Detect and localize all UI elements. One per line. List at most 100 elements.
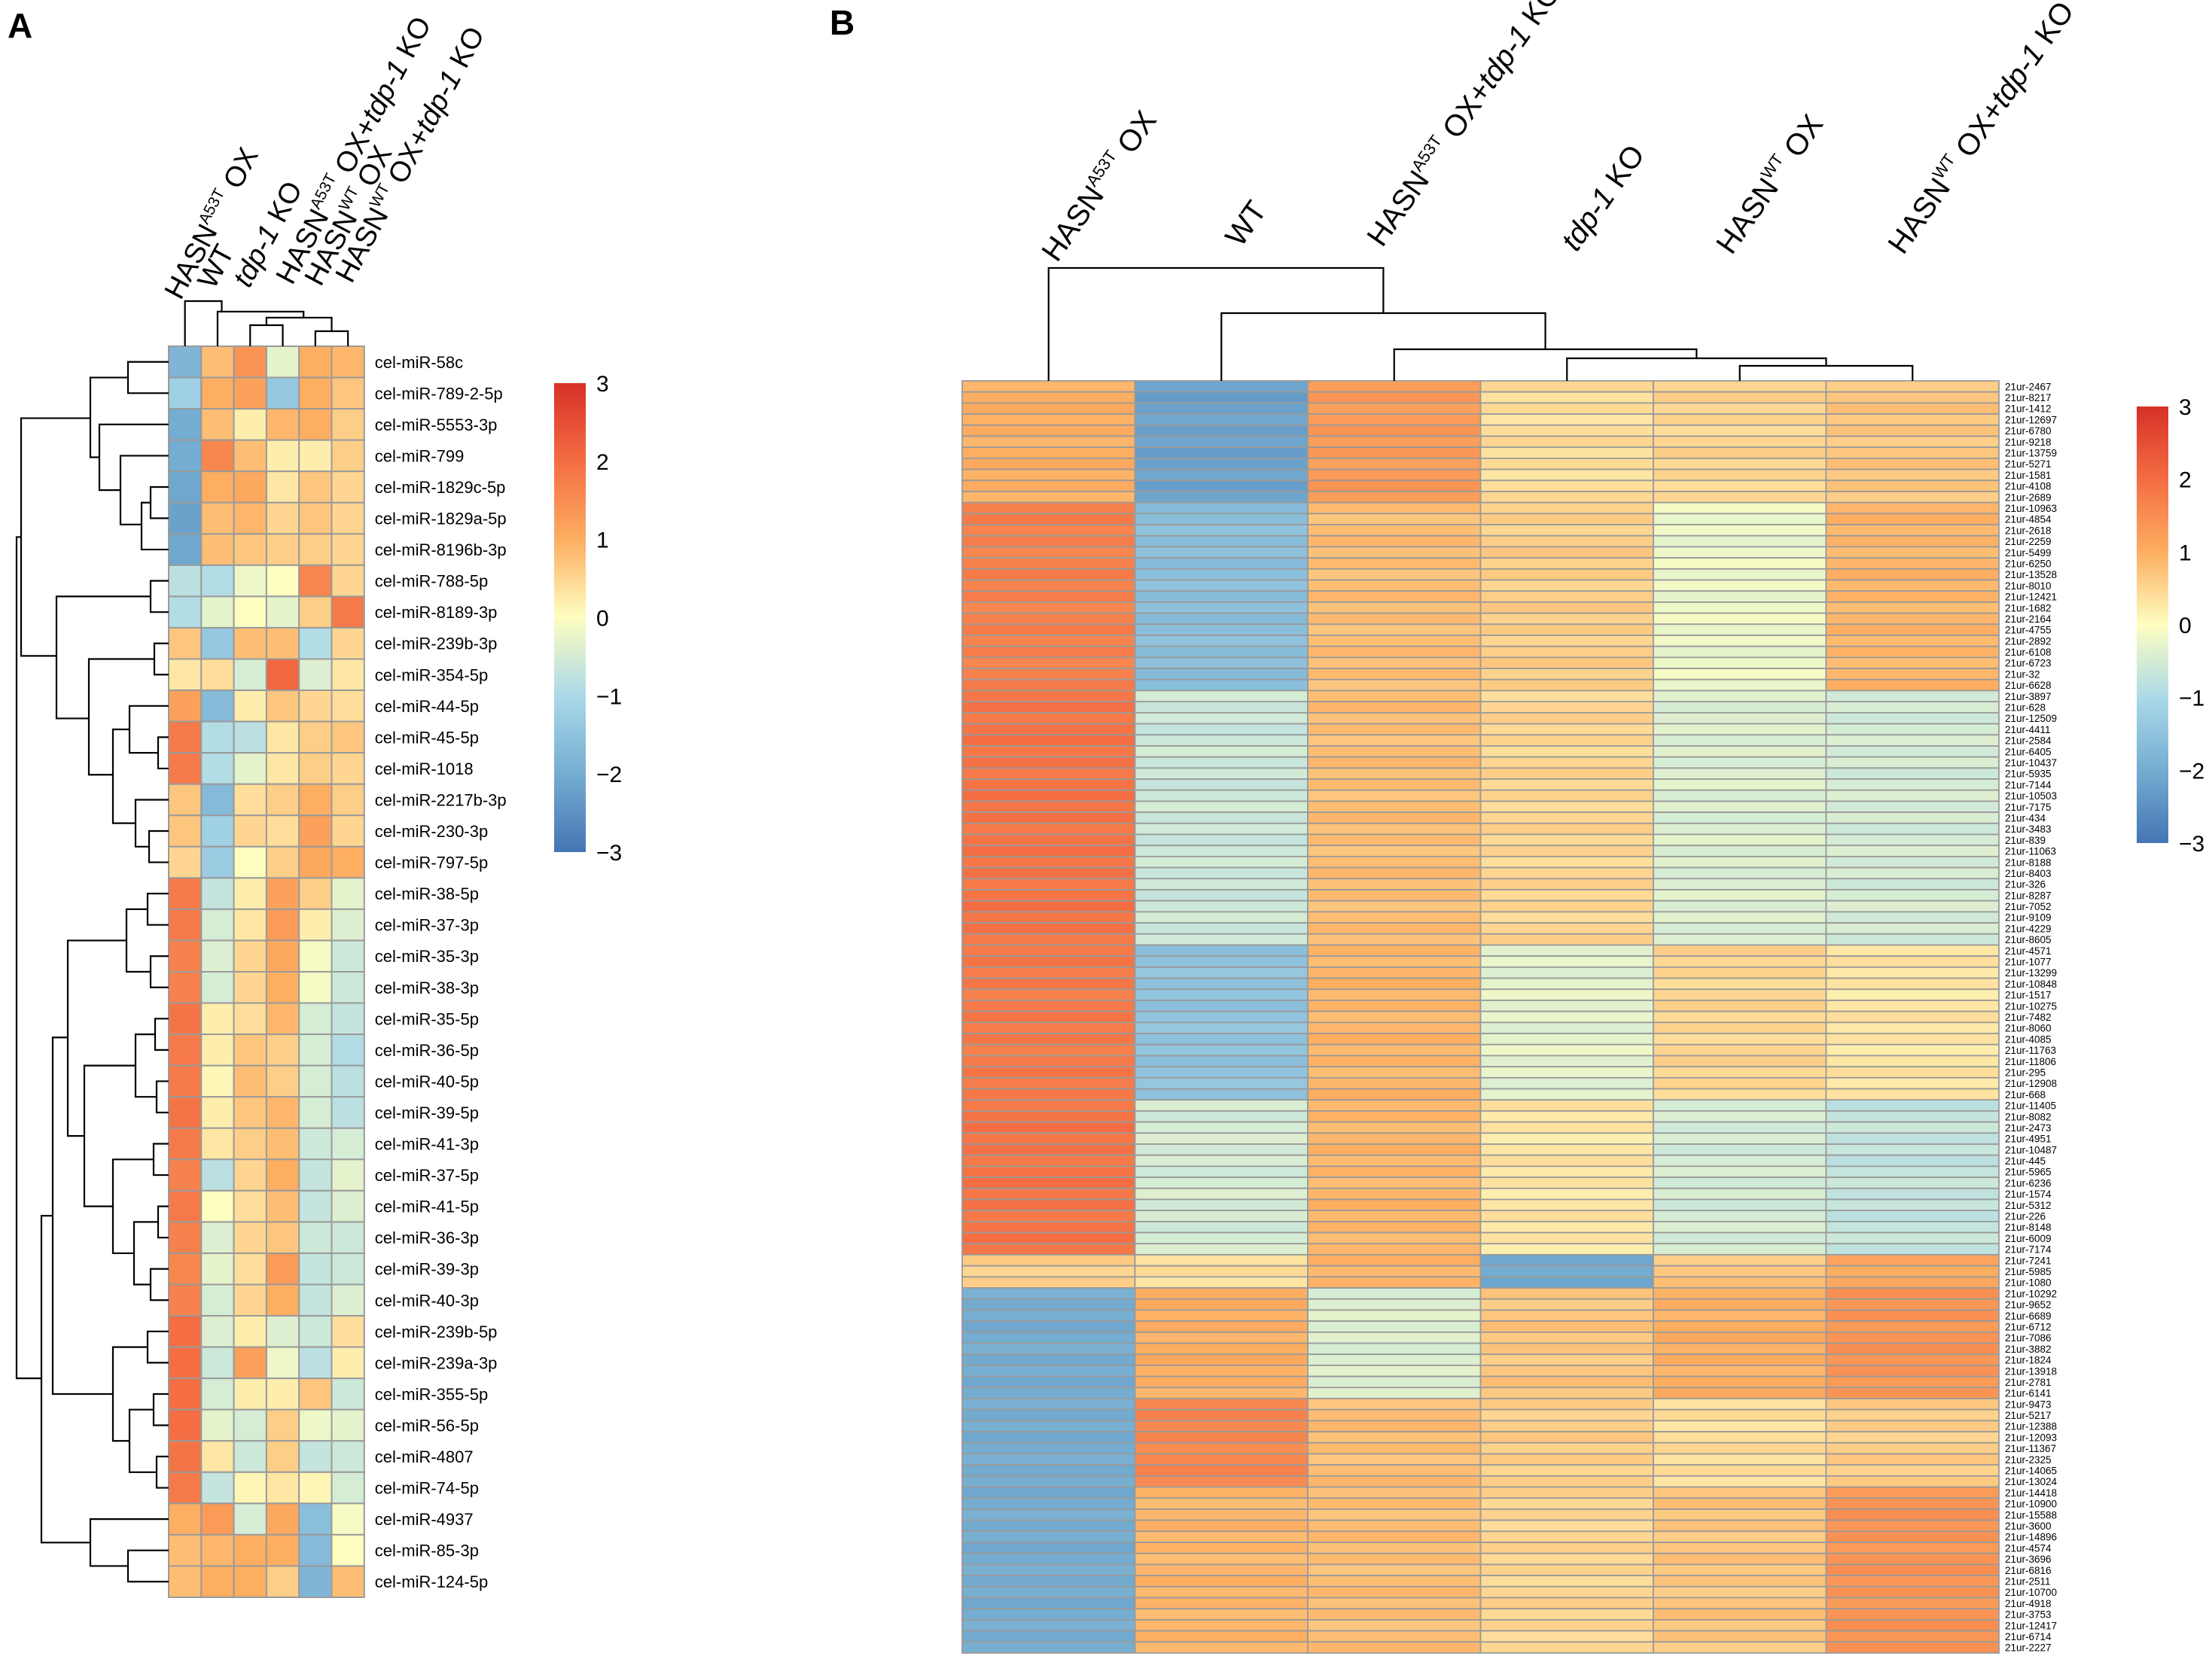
heatmap-cell — [1134, 513, 1309, 525]
heatmap-cell — [1479, 900, 1654, 913]
heatmap-cell — [1653, 1143, 1827, 1156]
dendrogram-branch — [153, 642, 169, 676]
heatmap-cell — [1825, 833, 2000, 847]
heatmap-cell — [961, 534, 1136, 548]
heatmap-cell — [1825, 446, 2000, 459]
heatmap-cell — [961, 1464, 1136, 1477]
heatmap-cell — [1653, 1110, 1827, 1123]
heatmap-cell — [1825, 1398, 2000, 1411]
heatmap-cell — [168, 1346, 203, 1380]
dendrogram-branch — [134, 1033, 157, 1098]
heatmap-cell — [1825, 900, 2000, 913]
heatmap-cell — [961, 1066, 1136, 1079]
heatmap-cell — [168, 501, 203, 535]
heatmap-cell — [1825, 1563, 2000, 1577]
heatmap-cell — [1134, 435, 1309, 449]
heatmap-cell — [1307, 833, 1482, 847]
heatmap-cell — [961, 446, 1136, 459]
heatmap-cell — [1307, 1453, 1482, 1466]
heatmap-cell — [1479, 1441, 1654, 1455]
heatmap-cell — [1825, 524, 2000, 537]
heatmap-cell — [1479, 1608, 1654, 1621]
row-label: 21ur-6250 — [2005, 558, 2052, 569]
heatmap-cell — [961, 1154, 1136, 1167]
heatmap-cell — [298, 752, 333, 785]
heatmap-cell — [233, 1315, 267, 1348]
heatmap-cell — [1134, 856, 1309, 869]
heatmap-cell — [1653, 977, 1827, 991]
heatmap-cell — [1825, 1641, 2000, 1654]
heatmap-cell — [1479, 1320, 1654, 1333]
row-label: 21ur-14896 — [2005, 1532, 2057, 1543]
heatmap-cell — [1134, 424, 1309, 437]
heatmap-cell — [1134, 568, 1309, 581]
heatmap-cell — [1479, 1088, 1654, 1101]
heatmap-cell — [265, 1565, 300, 1598]
heatmap-cell — [1307, 1076, 1482, 1090]
heatmap-cell — [1134, 1210, 1309, 1222]
heatmap-cell — [233, 376, 267, 410]
heatmap-cell — [961, 745, 1136, 758]
heatmap-cell — [1479, 1464, 1654, 1477]
heatmap-cell — [1134, 1287, 1309, 1300]
row-label: 21ur-2781 — [2005, 1377, 2052, 1388]
heatmap-cell — [1653, 1033, 1827, 1046]
heatmap-cell — [1479, 878, 1654, 890]
heatmap-cell — [1307, 1287, 1482, 1300]
heatmap-cell — [961, 479, 1136, 492]
row-label: 21ur-8403 — [2005, 868, 2052, 879]
row-label: 21ur-4951 — [2005, 1134, 2052, 1145]
heatmap-cell — [961, 866, 1136, 880]
dendrogram-branch — [119, 455, 169, 525]
row-label: cel-miR-37-3p — [375, 916, 479, 935]
heatmap-cell — [168, 814, 203, 848]
row-label: 21ur-1581 — [2005, 470, 2052, 481]
heatmap-cell — [1307, 767, 1482, 780]
heatmap-cell — [331, 345, 365, 379]
heatmap-cell — [961, 1320, 1136, 1333]
legend-tick-label: 3 — [2179, 395, 2192, 420]
heatmap-cell — [168, 877, 203, 910]
heatmap-cell — [200, 1533, 235, 1567]
legend-tick-label: −3 — [2179, 832, 2204, 857]
heatmap-cell — [1134, 966, 1309, 979]
row-label: 21ur-13918 — [2005, 1365, 2057, 1377]
dendrogram-branch — [1393, 348, 1698, 381]
heatmap-cell — [1479, 944, 1654, 957]
row-label: 21ur-8188 — [2005, 857, 2052, 868]
heatmap-cell — [1307, 1375, 1482, 1389]
heatmap-cell — [1307, 911, 1482, 924]
heatmap-cell — [961, 1431, 1136, 1444]
heatmap-cell — [1134, 1066, 1309, 1079]
heatmap-cell — [1307, 413, 1482, 426]
heatmap-cell — [1479, 1630, 1654, 1643]
heatmap-cell — [1825, 745, 2000, 758]
heatmap-cell — [1825, 1187, 2000, 1201]
heatmap-cell — [298, 1221, 333, 1254]
row-label: cel-miR-45-5p — [375, 728, 479, 747]
heatmap-cell — [961, 678, 1136, 692]
heatmap-cell — [168, 1096, 203, 1129]
heatmap-cell — [1307, 1220, 1482, 1234]
heatmap-cell — [1653, 457, 1827, 470]
heatmap-cell — [1653, 1165, 1827, 1178]
heatmap-cell — [1653, 1276, 1827, 1289]
heatmap-cell — [1479, 1597, 1654, 1610]
heatmap-cell — [168, 408, 203, 441]
column-label-prefix: HASN — [1710, 172, 1785, 260]
heatmap-cell — [1825, 623, 2000, 636]
heatmap-cell — [1134, 1519, 1309, 1533]
heatmap-cell — [233, 439, 267, 473]
heatmap-cell — [1825, 612, 2000, 626]
heatmap-cell — [1653, 811, 1827, 824]
heatmap-cell — [1825, 1575, 2000, 1587]
heatmap-cell — [1653, 446, 1827, 459]
heatmap-cell — [1479, 1132, 1654, 1145]
row-label: 21ur-6723 — [2005, 658, 2052, 669]
heatmap-cell — [1479, 645, 1654, 659]
heatmap-cell — [1134, 1497, 1309, 1510]
heatmap-cell — [1825, 966, 2000, 979]
heatmap-cell — [200, 1408, 235, 1442]
heatmap-cell — [1307, 1309, 1482, 1323]
heatmap-cell — [1653, 1608, 1827, 1621]
